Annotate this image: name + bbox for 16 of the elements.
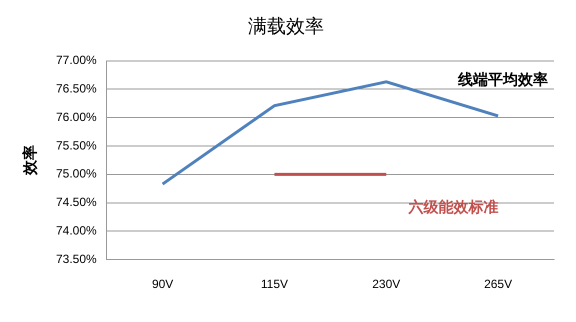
y-tick-label: 75.50% [56,138,98,152]
y-tick-label: 77.00% [56,53,98,68]
y-tick-label: 74.00% [56,224,98,238]
y-tick-label: 75.00% [56,166,98,181]
x-tick-label: 230V [372,277,400,292]
x-tick-label: 115V [260,277,288,292]
y-tick-label: 73.50% [56,252,98,266]
series-label: 线端平均效率 [457,70,548,89]
x-tick-label: 265V [484,277,512,292]
y-tick-label: 76.00% [56,110,98,124]
y-tick-label: 74.50% [56,195,98,210]
x-tick-label: 90V [152,277,174,292]
y-tick-label: 76.50% [56,82,98,96]
chart-title: 满载效率 [248,15,324,38]
y-axis-title: 效率 [20,145,39,176]
text: 六级能效标准 [407,198,498,216]
